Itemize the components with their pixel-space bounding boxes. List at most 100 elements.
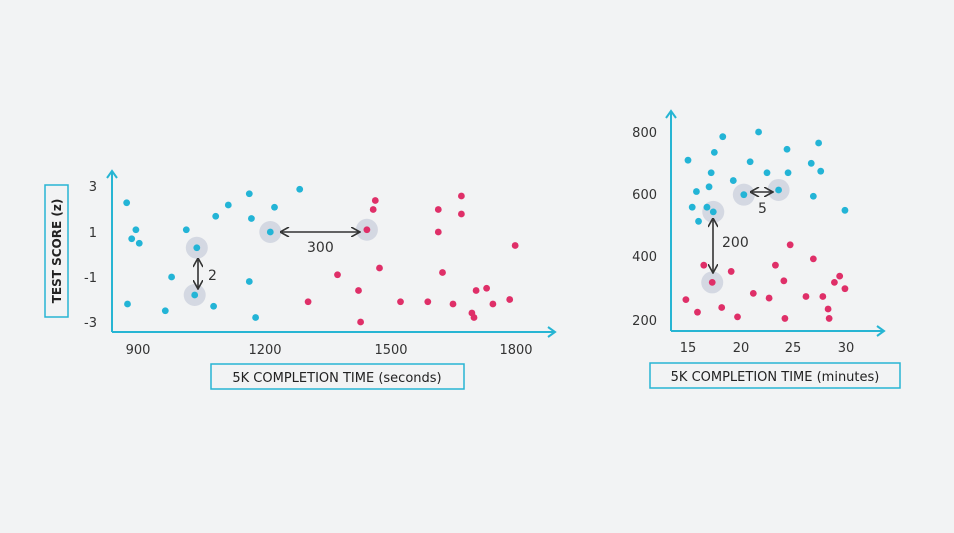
left-pink-point (458, 192, 465, 200)
right-blue-point (817, 167, 825, 175)
left-blue-point (161, 307, 169, 315)
right-x-label: 5K COMPLETION TIME (minutes) (671, 370, 880, 385)
left-pink-point (483, 284, 490, 292)
left-blue-point (128, 235, 136, 243)
right-y-tick: 600 (632, 188, 657, 203)
left-points (123, 185, 519, 326)
right-pink-point (694, 308, 701, 316)
left-y-tick: -1 (84, 271, 97, 286)
left-blue-point (296, 185, 304, 193)
right-blue-point (707, 169, 715, 177)
right-blue-point (729, 177, 737, 184)
right-pink-point (727, 268, 735, 275)
right-pink-point (841, 285, 849, 293)
right-blue-point (705, 183, 713, 191)
right-blue-point (807, 159, 815, 167)
left-x-tick: 900 (126, 343, 151, 358)
left-chart: 900 1200 1500 1800 3 1 -1 -3 5K COMPLETI… (44, 169, 557, 390)
left-pink-point (424, 298, 432, 306)
right-pink-point (772, 261, 779, 269)
right-blue-point (709, 208, 717, 216)
left-blue-point (271, 203, 278, 211)
right-pink-point (786, 241, 794, 249)
left-blue-point (210, 302, 218, 310)
left-y-label-box (44, 184, 69, 318)
left-blue-point (245, 278, 253, 285)
right-blue-point (784, 169, 792, 177)
right-x-axis-arrow (876, 325, 886, 337)
right-blue-point (783, 145, 791, 153)
left-pink-point (434, 228, 442, 236)
right-blue-point (763, 169, 771, 177)
right-pink-point (765, 294, 773, 302)
annotation-label-2: 2 (208, 268, 217, 284)
right-y-tick: 800 (632, 126, 657, 141)
left-blue-point (182, 226, 190, 234)
right-y-tick: 400 (632, 250, 657, 265)
annotation-label-300: 300 (307, 240, 334, 256)
annotation-label-200: 200 (722, 235, 749, 251)
right-blue-point (740, 191, 748, 199)
left-blue-point (124, 300, 131, 308)
right-y-ticks: 800 600 400 200 (632, 126, 657, 329)
right-x-tick: 15 (680, 341, 697, 356)
left-blue-point (245, 190, 253, 198)
left-pink-point (363, 226, 371, 234)
right-blue-point (684, 156, 692, 164)
right-pink-point (708, 279, 716, 286)
right-blue-point (815, 139, 823, 147)
right-blue-point (755, 128, 762, 136)
right-blue-point (809, 192, 817, 200)
left-x-axis-arrow (547, 326, 557, 338)
left-x-tick: 1200 (248, 343, 281, 358)
right-pink-point (824, 305, 832, 313)
right-pink-point (700, 261, 708, 269)
right-pink-point (809, 255, 817, 263)
right-y-tick: 200 (632, 314, 657, 329)
left-pink-point (371, 197, 379, 204)
left-pink-point (511, 242, 519, 249)
right-pink-point (749, 289, 757, 297)
left-blue-point (266, 228, 274, 236)
right-y-axis-arrow (665, 109, 677, 119)
left-blue-point (224, 201, 232, 209)
left-blue-point (132, 226, 140, 234)
left-x-tick: 1800 (499, 343, 532, 358)
left-pink-point (304, 298, 312, 306)
left-pink-point (449, 300, 457, 308)
left-pink-point (357, 318, 364, 326)
left-x-label-box (210, 363, 465, 390)
left-pink-point (434, 206, 442, 213)
right-pink-point (781, 315, 789, 322)
left-pink-point (472, 287, 480, 294)
right-x-tick: 25 (785, 341, 802, 356)
left-pink-point (439, 269, 446, 276)
left-pink-point (334, 271, 341, 279)
left-pink-point (458, 210, 465, 218)
left-y-axis-arrow (106, 169, 118, 179)
left-blue-point (193, 244, 201, 252)
right-blue-point (775, 186, 782, 194)
right-blue-point (703, 203, 711, 211)
left-blue-point (135, 239, 143, 247)
left-y-ticks: 3 1 -1 -3 (84, 180, 97, 331)
right-blue-point (719, 133, 727, 141)
left-blue-point (123, 199, 131, 207)
left-pink-point (506, 296, 514, 303)
right-blue-point (841, 206, 849, 214)
right-pink-point (718, 304, 726, 311)
right-blue-point (710, 148, 718, 156)
right-blue-point (688, 203, 696, 211)
annotation-label-5: 5 (758, 201, 767, 217)
left-pink-point (355, 287, 362, 294)
left-blue-point (252, 314, 259, 321)
right-blue-point (746, 158, 754, 166)
left-pink-point (470, 314, 478, 321)
right-pink-point (734, 313, 741, 321)
left-x-label: 5K COMPLETION TIME (seconds) (232, 371, 441, 386)
right-pink-point (825, 315, 833, 322)
right-pink-point (819, 293, 827, 300)
left-y-label: TEST SCORE (z) (50, 199, 64, 304)
left-annotations: 2 300 (198, 232, 359, 288)
